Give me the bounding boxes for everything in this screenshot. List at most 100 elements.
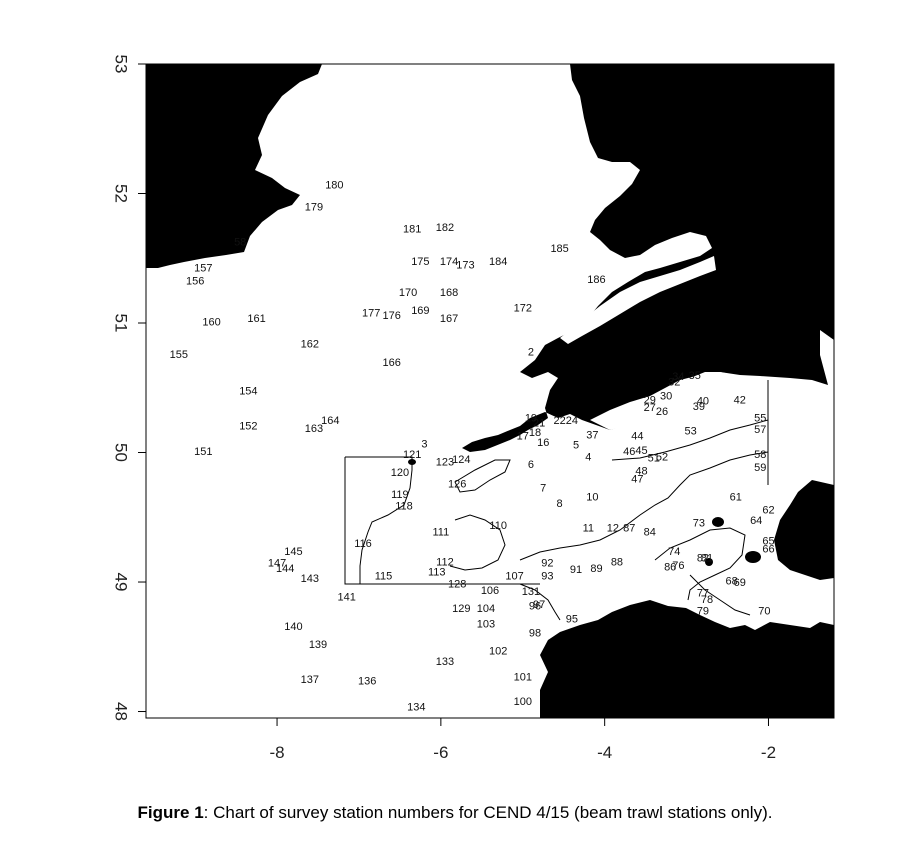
y-tick-label: 53	[112, 55, 131, 74]
station-label: 136	[358, 675, 376, 687]
station-label: 46	[623, 446, 635, 458]
station-label: 17	[517, 431, 529, 443]
station-label: 12	[607, 523, 619, 535]
plot-frame	[145, 63, 835, 719]
station-label: 66	[762, 543, 774, 555]
station-label: 118	[395, 501, 413, 513]
station-label: 162	[301, 339, 319, 351]
station-label: 57	[754, 424, 766, 436]
station-label: 170	[399, 287, 417, 299]
station-label: 21	[533, 418, 545, 430]
station-label: 19	[525, 413, 537, 425]
station-label: 145	[284, 546, 302, 558]
station-label: 152	[239, 420, 257, 432]
station-label: 88	[611, 556, 623, 568]
station-label: 51	[648, 453, 660, 465]
station-label: 64	[750, 515, 762, 527]
station-label: 167	[440, 313, 458, 325]
station-label: 175	[411, 256, 429, 268]
island-guernsey	[712, 517, 724, 527]
station-label: 89	[590, 563, 602, 575]
station-label: 48	[635, 466, 647, 478]
station-label: 147	[268, 558, 286, 570]
station-label: 156	[186, 275, 204, 287]
station-label: 161	[247, 313, 265, 325]
station-label: 26	[656, 406, 668, 418]
x-axis: -8 -6 -4 -2	[269, 718, 776, 762]
station-label: 39	[693, 401, 705, 413]
station-label: 55	[754, 413, 766, 425]
station-label: 77	[697, 587, 709, 599]
station-label: 10	[586, 492, 598, 504]
station-label: 97	[533, 599, 545, 611]
station-label: 24	[566, 415, 578, 427]
station-map: -8 -6 -4 -2 48 49 50 51 52 53 180 179 181 182 185 58 1…	[112, 55, 835, 762]
station-label: 116	[354, 538, 372, 550]
caption-label: Figure 1	[137, 803, 204, 822]
station-label: 137	[301, 674, 319, 686]
station-label: 113	[428, 567, 446, 579]
station-label: 92	[541, 558, 553, 570]
island-sark	[705, 558, 713, 566]
boundary-inner-b	[344, 457, 360, 585]
station-label: 73	[693, 517, 705, 529]
station-label: 8	[557, 498, 563, 510]
station-label: 44	[631, 431, 643, 443]
station-label: 121	[403, 449, 421, 461]
x-tick-label: -2	[761, 743, 776, 762]
station-label: 155	[170, 349, 188, 361]
station-label: 104	[477, 603, 495, 615]
station-label: 91	[570, 564, 582, 576]
station-label: 52	[656, 451, 668, 463]
station-label: 163	[305, 423, 323, 435]
station-label: 78	[701, 594, 713, 606]
station-label: 74	[668, 546, 680, 558]
station-label: 176	[383, 310, 401, 322]
y-tick-label: 51	[112, 314, 131, 333]
station-label: 144	[276, 563, 294, 575]
station-label: 34	[672, 371, 684, 383]
station-label: 29	[644, 394, 656, 406]
station-label: 45	[635, 445, 647, 457]
station-label: 102	[489, 646, 507, 658]
station-label: 169	[411, 305, 429, 317]
station-label: 62	[762, 504, 774, 516]
station-label: 107	[505, 571, 523, 583]
station-label: 95	[566, 613, 578, 625]
station-label: 30	[660, 391, 672, 403]
boundary-central	[519, 451, 769, 561]
y-tick-label: 49	[112, 573, 131, 592]
station-label: 110	[489, 520, 507, 532]
land-ireland	[146, 64, 322, 268]
station-label: 82	[697, 552, 709, 564]
boundary-brittany-north	[519, 583, 561, 621]
station-label: 65	[762, 536, 774, 548]
station-label: 120	[391, 467, 409, 479]
station-label: 98	[529, 628, 541, 640]
x-tick-label: -6	[433, 743, 448, 762]
station-label: 160	[202, 317, 220, 329]
station-label: 186	[587, 274, 605, 286]
y-axis: 48 49 50 51 52 53	[112, 55, 146, 721]
station-label: 173	[456, 260, 474, 272]
station-label: 133	[436, 656, 454, 668]
y-tick-label: 52	[112, 184, 131, 203]
station-label: 69	[734, 577, 746, 589]
station-label: 2	[528, 347, 534, 359]
station-label: 184	[489, 256, 507, 268]
survey-boundaries	[344, 380, 769, 621]
station-label: 35	[689, 370, 701, 382]
station-label: 58	[754, 449, 766, 461]
station-label: 76	[672, 560, 684, 572]
station-label: 134	[407, 701, 425, 713]
station-label: 168	[440, 287, 458, 299]
station-label: 58	[234, 236, 246, 248]
y-tick-label: 50	[112, 443, 131, 462]
station-label: 40	[697, 396, 709, 408]
station-label: 84	[644, 527, 656, 539]
boundary-southeast	[689, 574, 751, 616]
station-label: 4	[585, 451, 591, 463]
station-label: 140	[284, 621, 302, 633]
island-jersey	[745, 551, 761, 563]
